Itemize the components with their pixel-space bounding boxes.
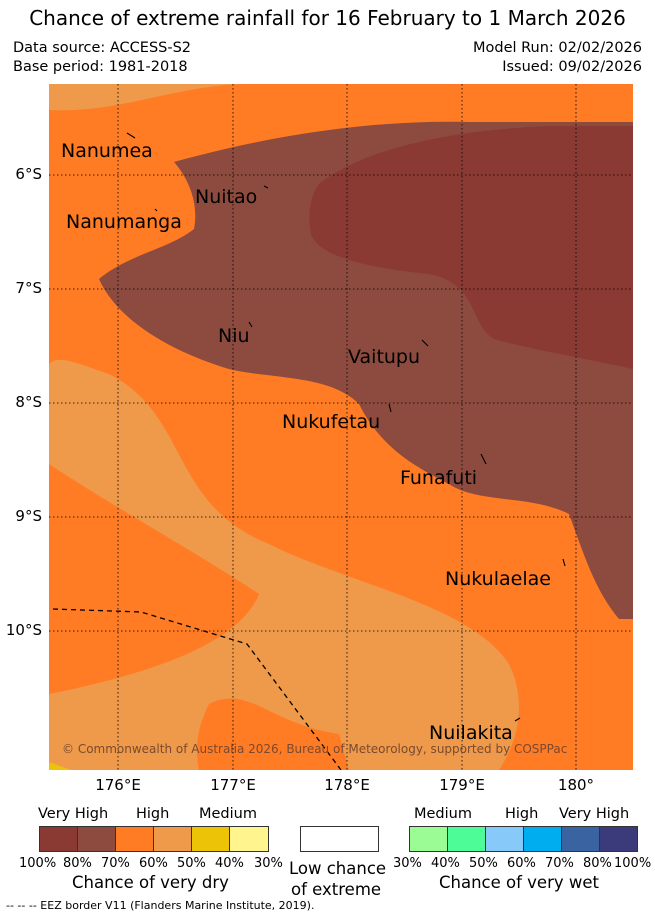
- model-run: Model Run: 02/02/2026: [472, 40, 642, 56]
- map-title: Chance of extreme rainfall for 16 Februa…: [29, 6, 626, 30]
- map-area: Nanumea Nuitao Nanumanga Niu Vaitupu Nuk…: [49, 84, 633, 770]
- copyright-notice: © Commonwealth of Australia 2026, Bureau…: [62, 742, 568, 756]
- lon-label-text: 179°E: [439, 776, 485, 794]
- legend-swatch-wet-80-100: [599, 826, 638, 852]
- region-very-high-dry-dark: [309, 126, 633, 369]
- place-label: Nanumea: [61, 140, 153, 162]
- legend-percent: 40%: [431, 856, 460, 871]
- lat-label: 8°S: [15, 393, 42, 411]
- legend-caption-low-1: Low chance: [289, 859, 387, 878]
- place-label: Nuitao: [195, 186, 258, 208]
- lat-label: 9°S: [15, 507, 42, 525]
- legend-swatch-dry-70-60: [115, 826, 154, 852]
- place-label: Nuilakita: [429, 722, 513, 744]
- legend-caption-low-2: of extreme: [291, 880, 382, 899]
- lon-label-text: 177°E: [210, 776, 256, 794]
- legend-percent: 40%: [215, 856, 244, 871]
- legend-header: High: [505, 806, 539, 822]
- legend-swatch-wet-40-50: [447, 826, 486, 852]
- lon-label-text: 180°: [557, 776, 595, 794]
- legend-swatch-dry-40-30: [229, 826, 269, 852]
- lat-label: 7°S: [15, 279, 42, 297]
- place-label: Niu: [218, 325, 250, 347]
- legend-header: Medium: [199, 806, 257, 822]
- island-outlines: [126, 132, 566, 722]
- legend-swatch-wet-30-40: [409, 826, 448, 852]
- legend-percent: 50%: [177, 856, 206, 871]
- legend-swatch-wet-60-70: [523, 826, 562, 852]
- legend-swatch-low-chance: [300, 826, 379, 852]
- issued-date: Issued: 09/02/2026: [502, 59, 642, 75]
- eez-border-note: -- -- -- EEZ border V11 (Flanders Marine…: [6, 899, 315, 912]
- lon-label-text: 176°E: [95, 776, 141, 794]
- legend-swatch-dry-100-80: [39, 826, 78, 852]
- legend-percent: 100%: [19, 856, 57, 871]
- lat-label: 10°S: [5, 621, 42, 639]
- region-medium-dry: [49, 762, 71, 770]
- legend-swatch-wet-70-80: [561, 826, 600, 852]
- legend-percent: 30%: [254, 856, 283, 871]
- legend-percent: 70%: [545, 856, 574, 871]
- place-label: Nanumanga: [66, 211, 182, 233]
- legend-percent: 80%: [583, 856, 612, 871]
- legend-header: Very High: [38, 806, 109, 822]
- legend-swatch-wet-50-60: [485, 826, 524, 852]
- legend-percent: 60%: [139, 856, 168, 871]
- legend-swatch-dry-60-50: [153, 826, 192, 852]
- legend-header: High: [136, 806, 170, 822]
- legend-caption-dry: Chance of very dry: [72, 873, 229, 892]
- legend-percent: 80%: [63, 856, 92, 871]
- legend-caption-wet: Chance of very wet: [439, 873, 599, 892]
- lat-label: 6°S: [15, 165, 42, 183]
- legend-percent: 50%: [469, 856, 498, 871]
- place-label: Nukufetau: [282, 411, 381, 433]
- place-label: Nukulaelae: [445, 568, 551, 590]
- legend-swatch-dry-80-70: [77, 826, 116, 852]
- region-high-dry-lower: [49, 464, 259, 694]
- legend-percent: 70%: [101, 856, 130, 871]
- place-label: Vaitupu: [348, 346, 421, 368]
- legend-percent: 30%: [393, 856, 422, 871]
- base-period: Base period: 1981-2018: [13, 59, 188, 75]
- legend-header: Medium: [414, 806, 472, 822]
- legend-percent: 60%: [507, 856, 536, 871]
- legend-swatch-dry-50-40: [191, 826, 230, 852]
- legend-percent: 100%: [614, 856, 652, 871]
- region-high-dry-bottom: [197, 698, 349, 770]
- legend-header: Very High: [559, 806, 630, 822]
- graticule: [49, 84, 633, 770]
- lon-label-text: 178°E: [324, 776, 370, 794]
- data-source: Data source: ACCESS-S2: [13, 40, 192, 56]
- rainfall-map: [49, 84, 633, 770]
- place-label: Funafuti: [400, 467, 478, 489]
